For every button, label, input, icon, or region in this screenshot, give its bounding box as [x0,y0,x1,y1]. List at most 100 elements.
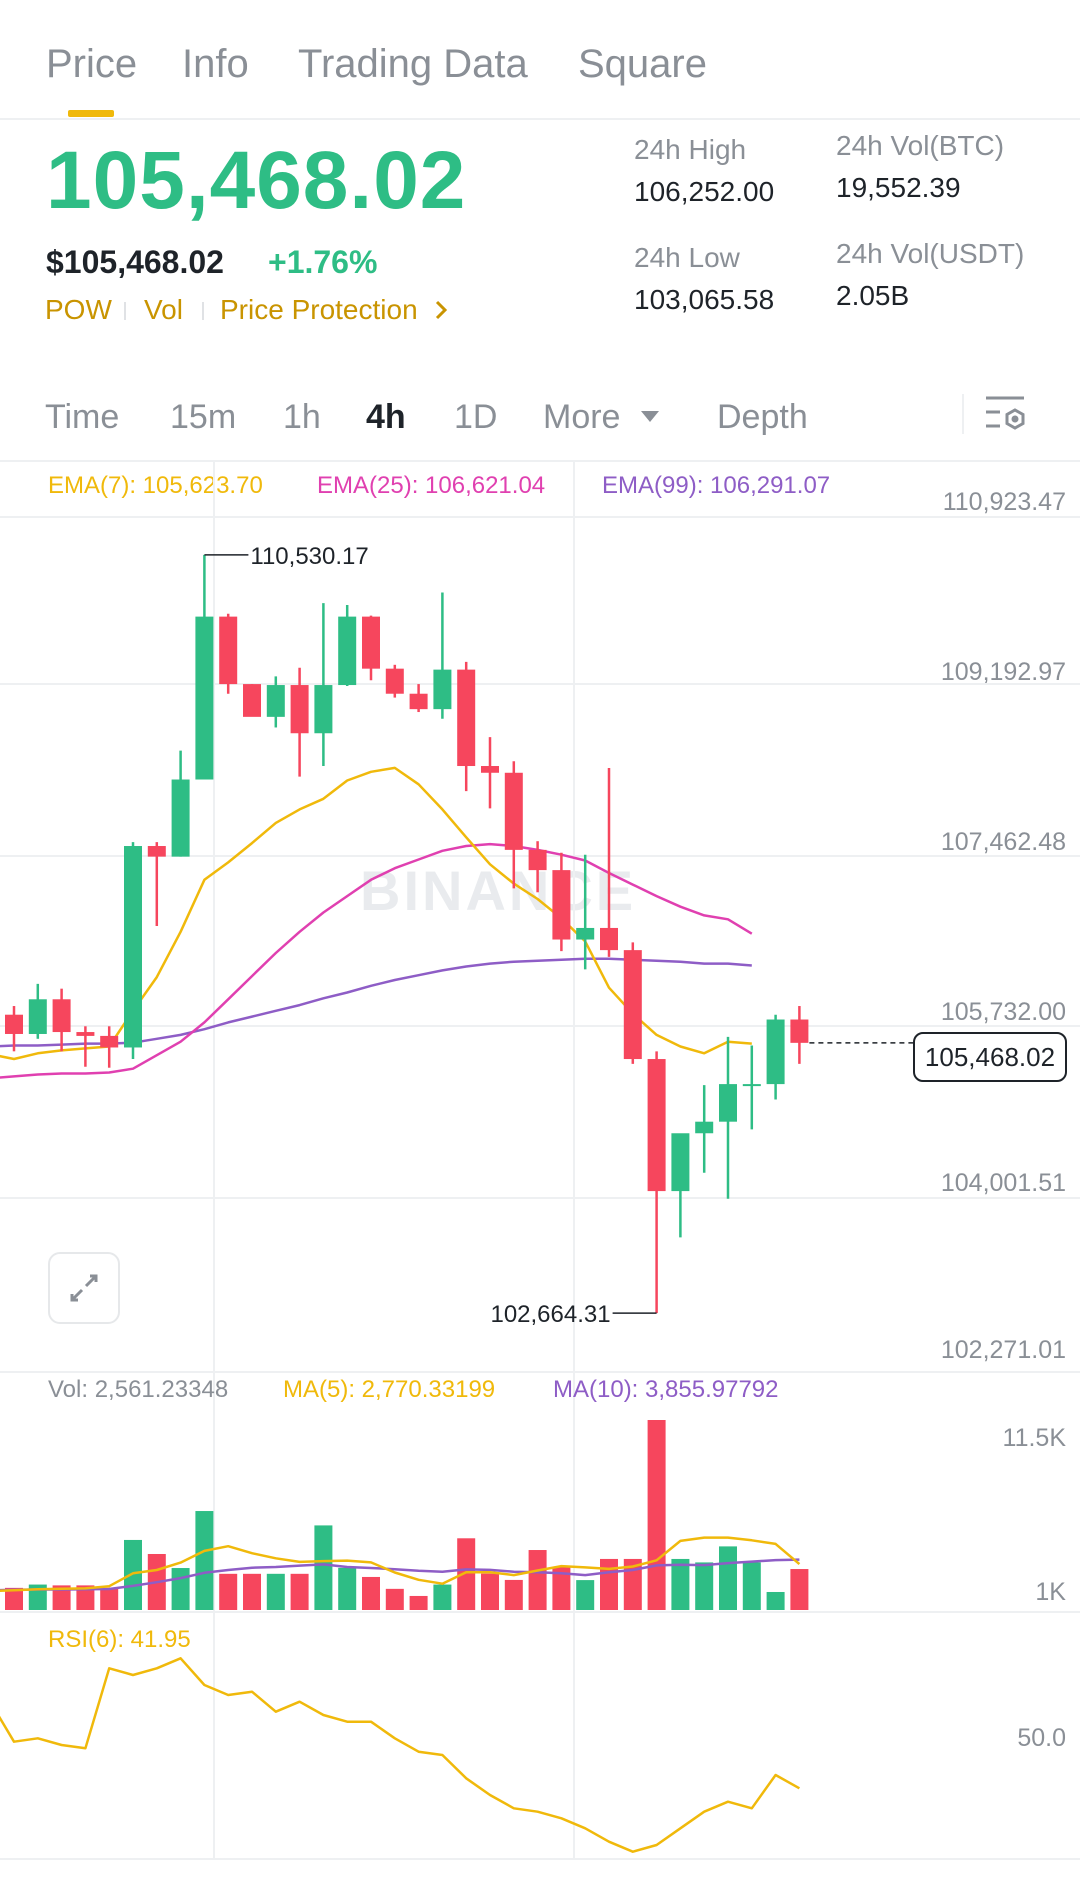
candle-body [100,1035,119,1048]
tab-trading-data[interactable]: Trading Data [298,42,528,86]
timeframe-1d[interactable]: 1D [454,398,498,436]
volume-bar [171,1568,190,1610]
volume-bar [28,1584,47,1610]
chart-settings-button[interactable] [984,392,1030,438]
candle-body [647,1059,666,1192]
candle-body [528,849,547,871]
volume-bar [314,1525,333,1610]
ema99-legend: EMA(99): 106,291.07 [602,472,831,499]
candle [243,684,261,717]
last-price: 105,468.02 [46,135,467,226]
timeframe-1h[interactable]: 1h [283,398,321,436]
candle [528,841,547,893]
candle-body [504,772,523,850]
candle-body [5,1014,23,1034]
price-axis-label: 109,192.97 [940,658,1066,686]
candle [195,554,214,780]
candle-body [243,684,261,717]
candle [219,613,238,694]
high-value: 106,252.00 [634,176,775,207]
ma10-line [0,1558,800,1592]
volume-bar [719,1546,737,1610]
candle-body [147,846,166,857]
candle [790,1006,809,1064]
candle [171,750,190,857]
price-change-percent: +1.76% [268,244,378,280]
candle [719,1036,737,1199]
caret-down-icon [640,411,659,422]
volume-bar [481,1573,499,1610]
candle-body [171,779,190,857]
candle [671,1133,690,1238]
timeframe-4h[interactable]: 4h [366,398,406,436]
volume-bar [671,1558,690,1610]
candle [314,603,333,767]
candle-body [695,1121,714,1134]
divider [0,118,1080,120]
price-protection-link[interactable]: Price Protection [220,294,449,326]
expand-icon [70,1274,98,1302]
price-axis-label: 105,732.00 [940,998,1066,1026]
candle-body [362,616,380,669]
candle [457,661,476,792]
volume-bar [766,1591,785,1610]
volume-axis-label: 11.5K [1002,1424,1066,1452]
volume-bar [504,1579,523,1610]
candle-body [790,1019,809,1043]
volume-bar [76,1585,95,1610]
candle [385,664,404,698]
divider [962,394,964,434]
rsi-axis-label: 50.0 [1017,1724,1066,1752]
candle-body [766,1019,785,1085]
volume-bar [100,1587,119,1610]
volume-bar [362,1576,380,1610]
candle [52,988,71,1052]
candle [266,676,285,728]
price-axis-label: 110,923.47 [942,488,1066,516]
divider [0,460,1080,462]
ema25-legend: EMA(25): 106,621.04 [317,472,546,499]
volume-bar [409,1595,428,1610]
candle-body [742,1084,761,1087]
candle-body [290,685,309,734]
volume-bar [528,1550,547,1610]
vol-btc-value: 19,552.39 [836,172,961,203]
volume-bar [552,1566,571,1610]
rsi-legend: RSI(6): 41.95 [48,1626,191,1653]
ma10-legend: MA(10): 3,855.97792 [553,1376,779,1403]
depth-tab[interactable]: Depth [717,398,808,436]
tab-price[interactable]: Price [46,42,138,86]
candle-body [52,999,71,1033]
candle-body [552,870,571,940]
volume-bar [647,1420,666,1610]
tag-vol[interactable]: Vol [144,294,183,325]
tab-info[interactable]: Info [182,42,249,86]
volume-bar [742,1562,761,1610]
candle-body [338,616,357,686]
candle-body [433,669,452,710]
timeframe-time[interactable]: Time [45,398,120,436]
fullscreen-button[interactable] [48,1252,120,1324]
volume-bar [243,1573,261,1610]
timeframe-more[interactable]: More [543,398,660,437]
volume-bar [385,1588,404,1610]
tab-square[interactable]: Square [578,42,707,86]
volume-bar [695,1562,714,1610]
volume-bar [600,1558,618,1610]
rsi-line [0,1657,801,1853]
candle-body [719,1084,737,1122]
current-price-tag: 105,468.02 [913,1032,1067,1082]
candle-body [28,999,47,1034]
timeframe-15m[interactable]: 15m [170,398,237,436]
candle-body [385,668,404,694]
tag-pow[interactable]: POW [45,294,112,325]
vol-usdt-value: 2.05B [836,280,910,311]
candle [28,983,47,1039]
volume-bar [266,1573,285,1610]
candle [100,1026,119,1068]
active-tab-indicator [68,110,114,117]
volume-legend: Vol: 2,561.23348 [48,1376,229,1403]
candle [766,1014,785,1100]
ma5-line [0,1536,801,1593]
